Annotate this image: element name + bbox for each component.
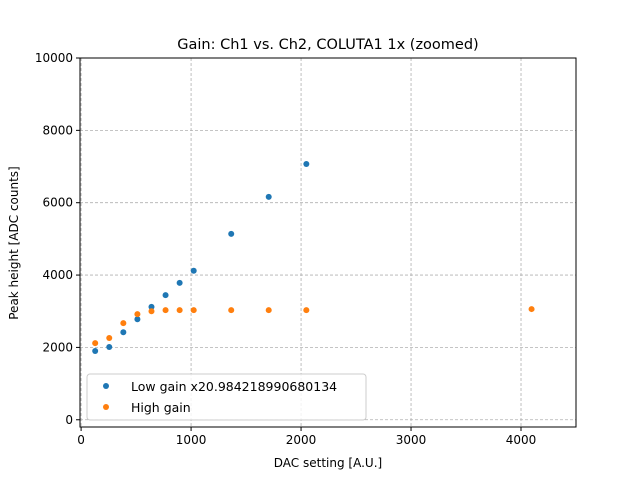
low-gain-point <box>228 230 235 237</box>
low-gain-point <box>106 344 113 351</box>
legend-label-low-gain: Low gain x20.984218990680134 <box>131 379 337 394</box>
low-gain-point <box>120 329 127 336</box>
high-gain-point <box>148 308 155 315</box>
x-tick-label: 3000 <box>396 433 427 447</box>
legend-marker-low-gain <box>103 383 109 389</box>
high-gain-point <box>106 335 113 342</box>
y-tick-label: 8000 <box>42 123 73 137</box>
high-gain-point <box>303 307 310 314</box>
high-gain-point <box>92 340 99 347</box>
high-gain-point <box>190 307 197 314</box>
low-gain-point <box>265 193 272 200</box>
y-tick-label: 0 <box>65 413 73 427</box>
low-gain-point <box>176 279 183 286</box>
high-gain-point <box>134 311 141 318</box>
y-tick-label: 2000 <box>42 340 73 354</box>
high-gain-point <box>528 306 535 313</box>
legend-label-high-gain: High gain <box>131 400 191 415</box>
x-tick-label: 1000 <box>176 433 207 447</box>
data-points <box>92 160 535 355</box>
legend-marker-high-gain <box>103 404 109 410</box>
legend-box <box>86 373 367 421</box>
high-gain-point <box>176 307 183 314</box>
low-gain-point <box>190 267 197 274</box>
high-gain-point <box>265 307 272 314</box>
x-tick-label: 4000 <box>506 433 537 447</box>
y-axis-label: Peak height [ADC counts] <box>7 166 21 320</box>
x-tick-label: 2000 <box>286 433 317 447</box>
low-gain-point <box>92 348 99 355</box>
y-tick-label: 4000 <box>42 268 73 282</box>
x-tick-label: 0 <box>77 433 85 447</box>
plot-frame <box>79 57 577 428</box>
x-axis-label: DAC setting [A.U.] <box>274 456 382 470</box>
low-gain-point <box>134 316 141 323</box>
high-gain-point <box>120 320 127 327</box>
chart-title: Gain: Ch1 vs. Ch2, COLUTA1 1x (zoomed) <box>177 37 478 53</box>
grid <box>80 57 576 427</box>
high-gain-point <box>162 307 169 314</box>
low-gain-point <box>303 160 310 167</box>
ticks: 0 1000 2000 3000 4000 0 2000 4000 6000 8000 10000 <box>35 51 536 447</box>
low-gain-point <box>162 292 169 299</box>
low-gain-point <box>148 303 155 310</box>
high-gain-point <box>228 307 235 314</box>
y-tick-label: 6000 <box>42 196 73 210</box>
legend: Low gain x20.984218990680134 High gain <box>86 373 367 421</box>
y-tick-label: 10000 <box>35 51 73 65</box>
